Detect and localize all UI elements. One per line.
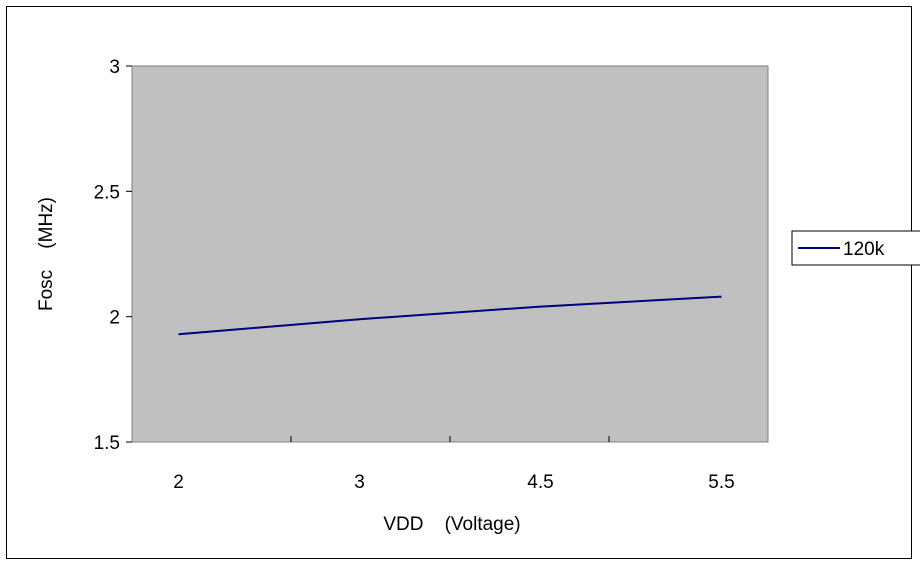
x-tick-label: 5.5: [708, 472, 734, 493]
y-axis-ticks: 1.5 2 2.5 3: [94, 57, 132, 454]
x-tick-label: 2: [173, 472, 184, 493]
x-tick-label: 4.5: [527, 472, 553, 493]
x-axis-label: VDD (Voltage): [383, 514, 520, 535]
y-axis-label: Fosc (MHz): [36, 197, 57, 311]
y-tick-label: 1.5: [94, 433, 120, 454]
legend-label-120k: 120k: [843, 239, 885, 260]
series-line-120k: [178, 295, 722, 336]
x-axis-ticks: 2 3 4.5 5.5: [173, 436, 735, 493]
y-tick-label: 2.5: [94, 182, 120, 203]
legend: 120k: [791, 230, 920, 266]
y-tick-label: 2: [109, 308, 120, 329]
x-tick-label: 3: [354, 472, 365, 493]
y-tick-label: 3: [109, 57, 120, 78]
plot-area: [131, 65, 769, 443]
